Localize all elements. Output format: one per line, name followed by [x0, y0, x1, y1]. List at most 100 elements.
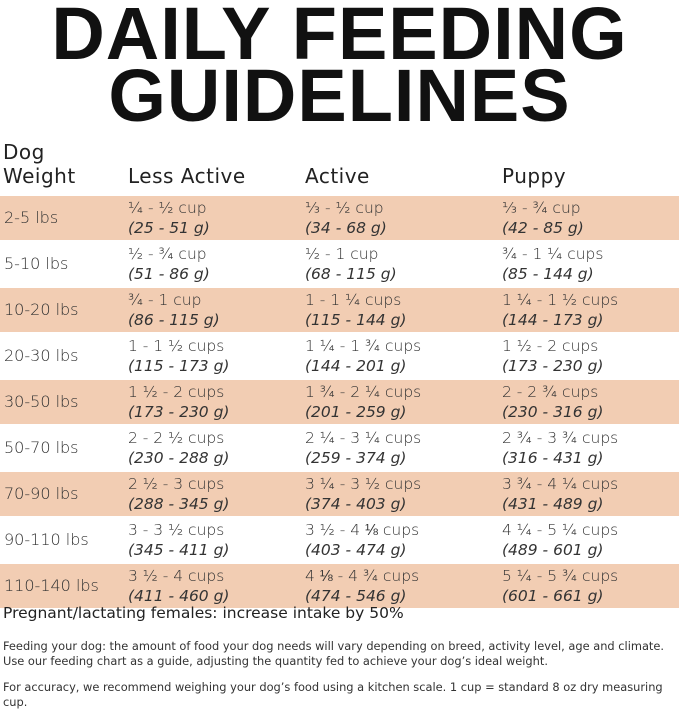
puppy: ¾ - 1 ¼ cups (85 - 144 g): [502, 240, 679, 287]
active: ½ - 1 cup (68 - 115 g): [305, 240, 502, 287]
puppy-grams: (489 - 601 g): [502, 541, 604, 559]
table-row: 50-70 lbs 2 - 2 ½ cups (230 - 288 g) 2 ¼ - …: [0, 424, 679, 471]
table-header: Dog Weight Less Active Active Puppy: [0, 140, 679, 195]
table-row: 10-20 lbs ¾ - 1 cup (86 - 115 g) 1 - 1 ¼ cu…: [0, 286, 679, 333]
puppy-cups: 4 ¼ - 5 ¼ cups: [502, 521, 619, 539]
active-grams: (403 - 474 g): [305, 541, 407, 559]
table-row: 20-30 lbs 1 - 1 ½ cups (115 - 173 g) 1 ¼ - …: [0, 332, 679, 379]
less-active: ¾ - 1 cup (86 - 115 g): [128, 286, 305, 333]
puppy: 5 ¼ - 5 ¾ cups (601 - 661 g): [502, 562, 679, 608]
table-row: 2-5 lbs ¼ - ½ cup (25 - 51 g) ⅓ - ½ cup (34 …: [0, 194, 679, 241]
active: 4 ⅛ - 4 ¾ cups (474 - 546 g): [305, 562, 502, 608]
less-active: 2 ½ - 3 cups (288 - 345 g): [128, 470, 305, 517]
less-active: 1 - 1 ½ cups (115 - 173 g): [128, 332, 305, 379]
less-active-grams: (25 - 51 g): [128, 219, 210, 237]
accuracy-note: For accuracy, we recommend weighing your…: [3, 680, 663, 709]
less-active: ¼ - ½ cup (25 - 51 g): [128, 194, 305, 241]
less-active-cups: 1 - 1 ½ cups: [128, 337, 225, 355]
puppy: 1 ½ - 2 cups (173 - 230 g): [502, 332, 679, 379]
puppy-cups: 2 - 2 ¾ cups: [502, 383, 599, 401]
less-active-grams: (173 - 230 g): [128, 403, 230, 421]
less-active-cups: 1 ½ - 2 cups: [128, 383, 225, 401]
puppy-grams: (85 - 144 g): [502, 265, 594, 283]
active-grams: (68 - 115 g): [305, 265, 397, 283]
pregnant-note: Pregnant/lactating females: increase int…: [3, 604, 404, 622]
dog-weight: 90-110 lbs: [0, 516, 128, 563]
puppy-cups: ¾ - 1 ¼ cups: [502, 245, 604, 263]
active-grams: (144 - 201 g): [305, 357, 407, 375]
active-cups: 3 ¼ - 3 ½ cups: [305, 475, 422, 493]
header-dog-weight: Dog Weight: [0, 140, 128, 195]
dog-weight: 10-20 lbs: [0, 286, 128, 333]
puppy-cups: 3 ¾ - 4 ¼ cups: [502, 475, 619, 493]
puppy-cups: 1 ¼ - 1 ½ cups: [502, 291, 619, 309]
puppy-grams: (431 - 489 g): [502, 495, 604, 513]
puppy: 3 ¾ - 4 ¼ cups (431 - 489 g): [502, 470, 679, 517]
active-cups: 4 ⅛ - 4 ¾ cups: [305, 567, 420, 585]
dog-weight: 50-70 lbs: [0, 424, 128, 471]
less-active-cups: 2 - 2 ½ cups: [128, 429, 225, 447]
less-active-grams: (230 - 288 g): [128, 449, 230, 467]
header-active: Active: [305, 164, 370, 188]
header-weight-line1: Dog: [3, 140, 45, 164]
active-grams: (374 - 403 g): [305, 495, 407, 513]
puppy: 2 - 2 ¾ cups (230 - 316 g): [502, 378, 679, 425]
active-cups: 1 - 1 ¼ cups: [305, 291, 402, 309]
less-active-cups: 3 ½ - 4 cups: [128, 567, 225, 585]
feeding-table: Dog Weight Less Active Active Puppy 2-5 l…: [0, 140, 679, 608]
dog-weight: 2-5 lbs: [0, 194, 128, 241]
active-grams: (115 - 144 g): [305, 311, 407, 329]
puppy-grams: (230 - 316 g): [502, 403, 604, 421]
dog-weight: 70-90 lbs: [0, 470, 128, 517]
puppy-grams: (316 - 431 g): [502, 449, 604, 467]
less-active: 3 ½ - 4 cups (411 - 460 g): [128, 562, 305, 608]
header-weight-line2: Weight: [3, 164, 76, 188]
less-active-cups: ¼ - ½ cup: [128, 199, 207, 217]
active-cups: ½ - 1 cup: [305, 245, 379, 263]
puppy-cups: 5 ¼ - 5 ¾ cups: [502, 567, 619, 585]
active: 3 ¼ - 3 ½ cups (374 - 403 g): [305, 470, 502, 517]
active: 2 ¼ - 3 ¼ cups (259 - 374 g): [305, 424, 502, 471]
table-row: 5-10 lbs ½ - ¾ cup (51 - 86 g) ½ - 1 cup (68…: [0, 240, 679, 287]
puppy-cups: 1 ½ - 2 cups: [502, 337, 599, 355]
puppy-grams: (173 - 230 g): [502, 357, 604, 375]
table-row: 90-110 lbs 3 - 3 ½ cups (345 - 411 g) 3 ½ -…: [0, 516, 679, 563]
active-grams: (259 - 374 g): [305, 449, 407, 467]
puppy: ⅓ - ¾ cup (42 - 85 g): [502, 194, 679, 241]
table-row: 30-50 lbs 1 ½ - 2 cups (173 - 230 g) 1 ¾ - …: [0, 378, 679, 425]
less-active-grams: (51 - 86 g): [128, 265, 210, 283]
feeding-note: Feeding your dog: the amount of food you…: [3, 639, 665, 668]
dog-weight: 30-50 lbs: [0, 378, 128, 425]
less-active: ½ - ¾ cup (51 - 86 g): [128, 240, 305, 287]
less-active-cups: ½ - ¾ cup: [128, 245, 207, 263]
less-active-cups: ¾ - 1 cup: [128, 291, 202, 309]
active-grams: (34 - 68 g): [305, 219, 387, 237]
active-grams: (474 - 546 g): [305, 587, 407, 605]
puppy-grams: (144 - 173 g): [502, 311, 604, 329]
active-cups: 1 ¾ - 2 ¼ cups: [305, 383, 422, 401]
active-cups: 3 ½ - 4 ⅛ cups: [305, 521, 420, 539]
title-line-2: GUIDELINES: [108, 54, 571, 137]
active-cups: 2 ¼ - 3 ¼ cups: [305, 429, 422, 447]
dog-weight: 5-10 lbs: [0, 240, 128, 287]
puppy-grams: (42 - 85 g): [502, 219, 584, 237]
puppy: 1 ¼ - 1 ½ cups (144 - 173 g): [502, 286, 679, 333]
active-cups: 1 ¼ - 1 ¾ cups: [305, 337, 422, 355]
dog-weight: 110-140 lbs: [0, 562, 128, 608]
active-cups: ⅓ - ½ cup: [305, 199, 384, 217]
table-row: 110-140 lbs 3 ½ - 4 cups (411 - 460 g) 4 ⅛ …: [0, 562, 679, 608]
active: 1 ¼ - 1 ¾ cups (144 - 201 g): [305, 332, 502, 379]
less-active: 3 - 3 ½ cups (345 - 411 g): [128, 516, 305, 563]
title-line-1: DAILY FEEDING: [51, 0, 628, 75]
puppy-cups: 2 ¾ - 3 ¾ cups: [502, 429, 619, 447]
active: ⅓ - ½ cup (34 - 68 g): [305, 194, 502, 241]
less-active-grams: (411 - 460 g): [128, 587, 230, 605]
active: 1 ¾ - 2 ¼ cups (201 - 259 g): [305, 378, 502, 425]
header-puppy: Puppy: [502, 164, 567, 188]
less-active: 1 ½ - 2 cups (173 - 230 g): [128, 378, 305, 425]
puppy-grams: (601 - 661 g): [502, 587, 604, 605]
puppy-cups: ⅓ - ¾ cup: [502, 199, 581, 217]
puppy: 2 ¾ - 3 ¾ cups (316 - 431 g): [502, 424, 679, 471]
less-active-grams: (345 - 411 g): [128, 541, 230, 559]
less-active-cups: 2 ½ - 3 cups: [128, 475, 225, 493]
